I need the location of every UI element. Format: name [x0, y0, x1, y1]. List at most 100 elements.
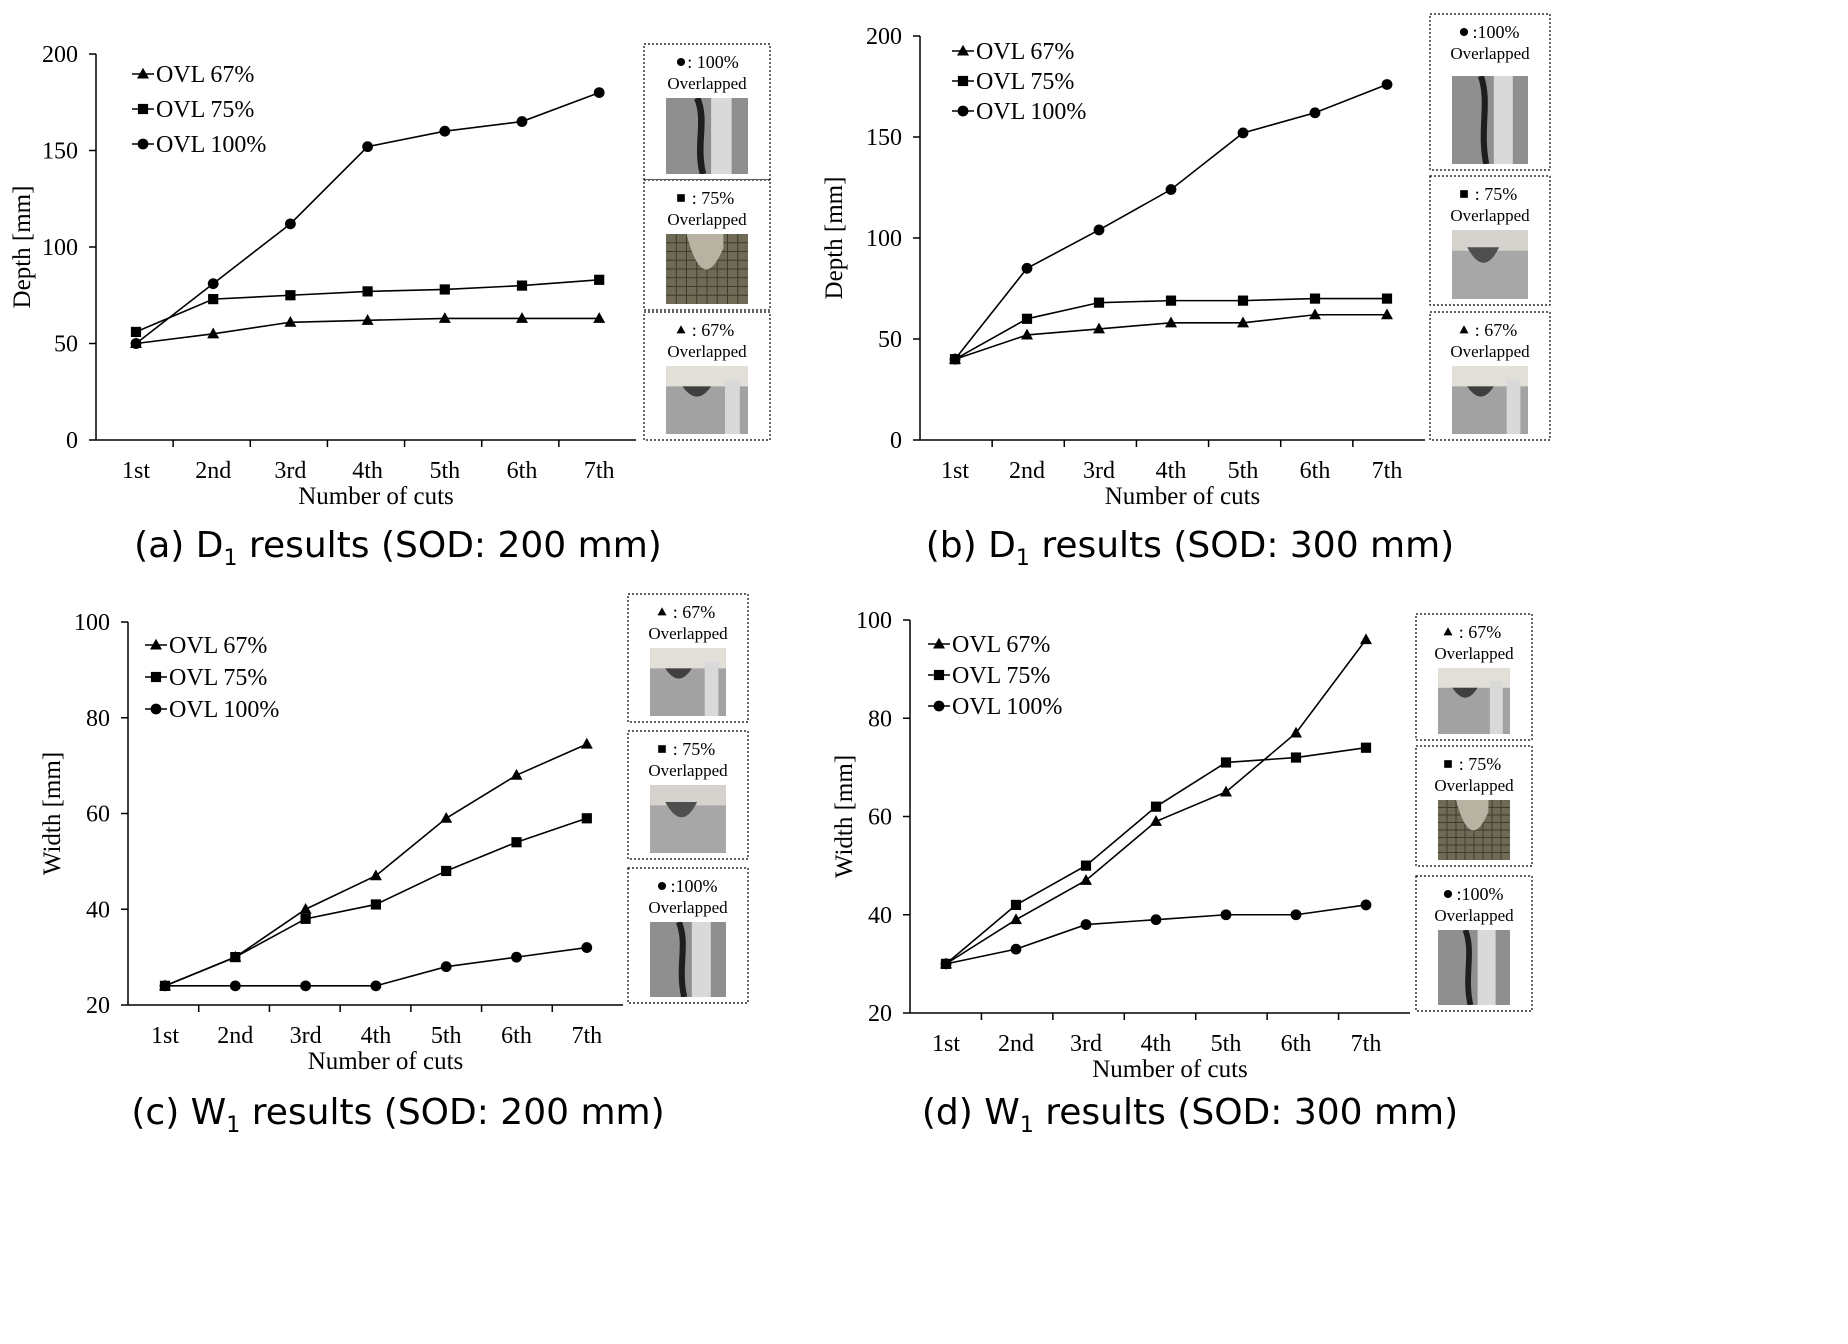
data-point	[285, 290, 296, 301]
inset-box: :100% Overlapped	[1429, 13, 1551, 171]
data-point	[300, 980, 311, 992]
inset-marker	[1443, 627, 1453, 636]
panel-caption: (c) W1 results (SOD: 200 mm)	[131, 1092, 664, 1138]
specimen-photo	[650, 785, 726, 853]
panel-caption: (d) W1 results (SOD: 300 mm)	[922, 1092, 1458, 1138]
inset-label: :100%	[1473, 22, 1520, 42]
data-point	[130, 326, 142, 338]
caption-subscript: 1	[1020, 1113, 1034, 1138]
photo-groove	[686, 234, 724, 270]
series-line	[135, 91, 600, 345]
inset-sublabel: Overlapped	[1434, 644, 1514, 663]
data-point	[362, 141, 373, 153]
photo-background	[1438, 930, 1510, 1005]
legend-label: OVL 75%	[976, 69, 1074, 95]
data-point	[1290, 726, 1302, 738]
caption-text: (b) D	[926, 525, 1016, 566]
x-tick-label: 2nd	[217, 1023, 253, 1049]
series-line	[954, 297, 1387, 360]
data-point	[1093, 297, 1105, 308]
y-tick-label: 40	[86, 897, 110, 923]
y-tick-label: 50	[54, 332, 78, 358]
inset-sublabel: Overlapped	[1434, 776, 1514, 795]
data-point	[1080, 919, 1092, 930]
data-point	[1165, 316, 1177, 328]
data-point	[1290, 752, 1302, 763]
panel-a: 0 50 100 150 200 1st 2nd 3rd 4th 5th 6th 7th Number …	[9, 42, 771, 571]
y-tick-label: 60	[86, 802, 110, 828]
data-point	[510, 768, 523, 780]
photo-cut-slot	[1477, 76, 1490, 164]
x-tick-label: 4th	[361, 1023, 392, 1049]
data-point	[593, 312, 606, 323]
inset-marker	[1443, 889, 1453, 899]
x-axis-label: Number of cuts	[298, 483, 454, 510]
caption-text: results (SOD: 300 mm)	[1030, 525, 1454, 566]
data-point	[1309, 107, 1321, 119]
specimen-photo	[666, 234, 748, 304]
data-point	[1220, 785, 1232, 797]
inset-box: : 75% Overlapped	[1415, 745, 1533, 867]
specimen-photo	[1452, 366, 1528, 434]
x-tick-label: 6th	[501, 1023, 532, 1049]
y-tick-label: 200	[42, 42, 78, 68]
data-point	[511, 837, 522, 848]
inset-marker	[1444, 760, 1452, 768]
caption-subscript: 1	[1016, 546, 1030, 571]
x-tick-label: 1st	[122, 458, 150, 484]
data-point	[1010, 943, 1022, 955]
caption-text: (c) W	[131, 1092, 226, 1133]
inset-box: : 75% Overlapped	[1429, 175, 1551, 306]
legend-label: OVL 75%	[169, 665, 267, 691]
data-point	[207, 278, 219, 290]
data-point	[438, 312, 451, 323]
panel-b: 0 50 100 150 200 1st 2nd 3rd 4th 5th 6th 7th Number …	[821, 13, 1551, 571]
data-point	[1010, 913, 1022, 925]
inset-label: : 75%	[673, 739, 716, 759]
specimen-photo	[650, 922, 726, 997]
x-tick-label: 7th	[1372, 458, 1403, 484]
legend: OVL 67% OVL 75% OVL 100%	[928, 632, 1062, 720]
legend-label: OVL 67%	[156, 62, 254, 88]
data-point	[516, 312, 528, 323]
photo-groove	[1467, 247, 1500, 263]
inset-sublabel: Overlapped	[667, 210, 747, 229]
data-point	[1381, 293, 1393, 304]
data-point	[229, 980, 241, 992]
inset-label: :100%	[671, 876, 718, 896]
panel-caption: (b) D1 results (SOD: 300 mm)	[926, 525, 1454, 571]
specimen-photo	[1438, 800, 1510, 860]
inset-label: : 75%	[692, 188, 735, 208]
inset-marker	[657, 607, 667, 616]
inset-label: : 67%	[1475, 320, 1518, 340]
data-point	[511, 951, 522, 963]
x-tick-label: 6th	[1281, 1031, 1312, 1057]
photo-wall	[1452, 230, 1528, 251]
inset-marker	[676, 325, 686, 334]
x-tick-label: 3rd	[290, 1023, 322, 1049]
inset-marker	[677, 194, 685, 202]
photo-wall	[650, 785, 726, 806]
data-point	[1381, 79, 1393, 90]
data-point	[1150, 815, 1162, 826]
y-tick-label: 150	[42, 139, 78, 165]
inset-sublabel: Overlapped	[1450, 342, 1530, 361]
y-tick-label: 60	[868, 805, 892, 831]
data-point	[581, 813, 592, 824]
y-axis-label: Depth [mm]	[9, 186, 36, 309]
photo-ruler	[704, 661, 719, 716]
data-point	[1309, 293, 1321, 304]
x-tick-label: 1st	[941, 458, 969, 484]
x-tick-label: 3rd	[1070, 1031, 1102, 1057]
panel-c: 20 40 60 80 100 1st 2nd 3rd 4th 5th 6th 7th Number o…	[39, 593, 749, 1138]
x-tick-label: 2nd	[998, 1031, 1034, 1057]
legend-label: OVL 67%	[952, 632, 1050, 658]
data-point	[580, 737, 593, 749]
caption-text: (a) D	[134, 525, 223, 566]
photo-groove	[665, 668, 692, 679]
data-point	[440, 811, 453, 823]
data-point	[1021, 313, 1033, 324]
y-tick-label: 100	[856, 608, 892, 634]
data-point	[441, 865, 452, 877]
